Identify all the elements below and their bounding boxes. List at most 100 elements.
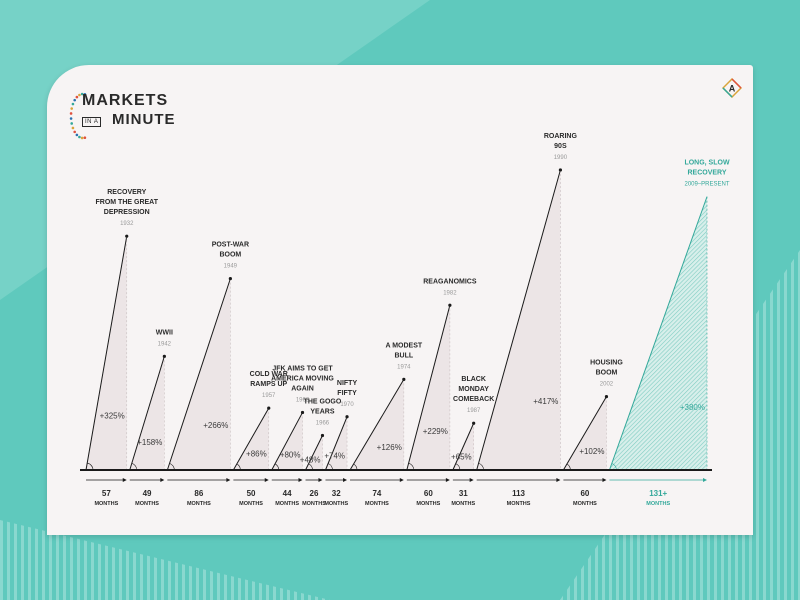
market-13: +380% LONG, SLOW RECOVERY 2009–PRESENT 131+ M… [608,160,730,507]
gain-line [166,278,231,471]
market-name: AMERICA MOVING [271,375,334,382]
market-name: FROM THE GREAT [96,199,159,206]
duration-arrowhead [318,478,323,482]
gain-area [609,196,707,470]
duration-unit: MONTHS [187,501,211,507]
duration-unit: MONTHS [365,501,389,507]
gain-label: +126% [377,443,402,452]
duration-unit: MONTHS [573,501,597,507]
market-name: FIFTY [337,390,357,397]
market-name: NIFTY [337,380,358,387]
market-9: +229% REAGANOMICS 1982 60 MONTHS [406,278,477,507]
duration-months: 57 [102,489,111,498]
market-year: 1942 [158,341,172,347]
duration-months: 49 [143,489,152,498]
market-5: +80% JFK AIMS TO GET AMERICA MOVING AGAIN 19… [271,365,334,507]
market-7: +74% NIFTY FIFTY 1970 32 MONTHS [324,380,357,507]
gain-line [271,412,303,471]
market-name: YEARS [310,408,334,415]
market-11: +417% ROARING 90S 1990 113 MONTHS [476,133,578,507]
a-diamond-logo-icon: A [722,78,742,98]
gain-line [129,356,165,471]
market-1: +325% RECOVERY FROM THE GREAT DEPRESSION 193… [85,189,159,507]
duration-unit: MONTHS [94,501,118,507]
market-name: BOOM [596,370,618,377]
peak-dot [448,303,452,307]
duration-months: 113 [512,489,525,498]
market-name: ROARING [544,133,578,140]
market-year: 1962 [296,397,310,403]
gain-label: +74% [324,451,345,460]
gain-line [85,236,128,471]
duration-arrowhead [445,478,450,482]
gain-line [232,407,270,471]
gain-line [608,196,708,471]
duration-arrowhead [298,478,303,482]
market-year: 1990 [554,155,568,161]
peak-dot [472,421,476,425]
dotted-arc-logo-icon [69,92,87,140]
market-8: +126% A MODEST BULL 1974 74 MONTHS [349,342,423,507]
peak-dot [228,277,232,281]
market-name: RECOVERY [107,189,146,196]
gain-line [305,435,323,471]
market-name: REAGANOMICS [423,278,477,285]
duration-unit: MONTHS [416,501,440,507]
svg-text:A: A [729,84,736,94]
market-year: 1949 [224,264,238,270]
duration-months: 32 [332,489,341,498]
market-year: 1932 [120,221,134,227]
gain-line [562,396,607,471]
duration-arrowhead [122,478,127,482]
market-year: 1974 [397,364,411,370]
duration-arrowhead [602,478,607,482]
gain-label: +380% [680,403,705,412]
logo-subtitle: MINUTE [112,111,176,128]
duration-arrowhead [399,478,404,482]
duration-months: 26 [310,489,319,498]
market-name: COMEBACK [453,396,494,403]
peak-dot [558,168,563,172]
gain-label: +229% [423,427,448,436]
market-3: +266% POST-WAR BOOM 1949 86 MONTHS [166,242,249,507]
duration-unit: MONTHS [302,501,326,507]
peak-dot [267,406,271,410]
gain-label: +86% [246,449,267,458]
duration-arrowhead [556,478,561,482]
gain-label: +158% [137,438,162,447]
gain-label: +417% [533,397,558,406]
market-name: MONDAY [458,386,489,393]
market-year: 1982 [443,290,457,296]
market-name: COLD WAR [250,371,288,378]
market-name: RECOVERY [687,170,726,177]
market-name: BOOM [219,252,241,259]
market-year: 1987 [467,408,481,414]
market-year: 1966 [316,420,330,426]
market-year: 2009–PRESENT [684,182,729,188]
market-2: +158% WWII 1942 49 MONTHS [129,329,173,507]
market-year: 1957 [262,393,276,399]
market-name: 90S [554,143,567,150]
gain-label: +266% [203,421,228,430]
gain-line [325,416,348,471]
duration-months: 50 [247,489,256,498]
peak-dot [345,415,349,419]
duration-months: 74 [372,489,381,498]
gain-label: +102% [579,447,604,456]
market-name: BLACK [461,376,486,383]
peak-dot [320,433,325,438]
gain-line [452,423,475,471]
market-10: +65% BLACK MONDAY COMEBACK 1987 31 MONTHS [451,376,494,507]
market-name: BULL [394,352,413,359]
duration-months: 60 [580,489,589,498]
peak-dot [604,395,609,399]
markets-in-a-minute-logo: MARKETS IN A MINUTE [68,90,175,142]
gain-label: +48% [300,455,321,464]
market-year: 2002 [600,382,614,388]
market-name: JFK AIMS TO GET [272,365,333,372]
market-name: WWII [156,329,173,336]
duration-unit: MONTHS [646,501,670,507]
duration-arrowhead [264,478,269,482]
duration-unit: MONTHS [275,501,299,507]
market-name: THE GOGO [304,398,342,405]
